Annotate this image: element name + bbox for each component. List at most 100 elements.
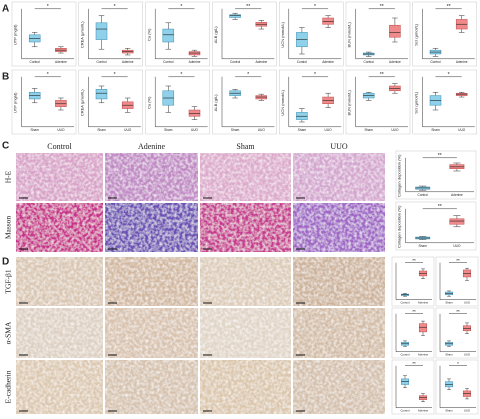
box bbox=[162, 28, 175, 43]
micrograph bbox=[16, 153, 103, 201]
y-axis-label: UTP (mg/d) bbox=[13, 92, 18, 113]
panel-label: B bbox=[2, 72, 9, 83]
y-axis-label: Collagen deposition (%) bbox=[397, 205, 402, 248]
significance: * bbox=[114, 72, 116, 78]
plot-frame bbox=[145, 69, 210, 135]
plot-frame bbox=[279, 69, 344, 135]
category-label: UUO bbox=[124, 128, 132, 132]
category-label: Adenine bbox=[122, 60, 134, 64]
y-axis-label: CREA (μmol/L) bbox=[79, 21, 84, 48]
category-label: Control bbox=[430, 60, 441, 64]
category-label: UUO bbox=[453, 244, 461, 248]
row-label: Masson bbox=[4, 216, 13, 240]
micrograph bbox=[293, 257, 385, 306]
significance: ** bbox=[412, 361, 416, 366]
significance: ** bbox=[438, 204, 442, 210]
row-label: E-cadherin bbox=[4, 370, 13, 403]
plot-frame bbox=[145, 1, 210, 67]
panel-label: D bbox=[2, 257, 9, 268]
plot-frame bbox=[345, 69, 411, 135]
category-label: Control bbox=[30, 60, 41, 64]
plot-frame bbox=[212, 1, 277, 67]
category-label: Control bbox=[364, 60, 375, 64]
significance: ** bbox=[456, 309, 460, 314]
category-label: Sham bbox=[445, 409, 453, 413]
significance: ** bbox=[438, 153, 442, 159]
y-axis-label: Ca (%) bbox=[146, 96, 151, 109]
significance: ** bbox=[447, 4, 451, 10]
y-axis-label: CREA (μmol/L) bbox=[79, 89, 84, 116]
micrograph bbox=[200, 257, 291, 306]
category-label: Control bbox=[230, 60, 241, 64]
panel-label: C bbox=[2, 141, 9, 152]
plot-frame bbox=[435, 256, 479, 307]
significance: * bbox=[114, 4, 116, 10]
plot-frame bbox=[391, 307, 435, 359]
category-label: Sham bbox=[365, 128, 374, 132]
micrograph bbox=[293, 153, 385, 201]
significance: * bbox=[180, 4, 182, 10]
micrograph bbox=[105, 203, 198, 252]
plot-frame bbox=[412, 1, 477, 67]
significance: ** bbox=[246, 4, 250, 10]
significance: ** bbox=[456, 258, 460, 263]
micrograph bbox=[16, 257, 103, 306]
column-header: Control bbox=[47, 142, 72, 151]
micrograph bbox=[200, 360, 291, 414]
significance: ** bbox=[380, 72, 384, 78]
box bbox=[95, 22, 108, 40]
category-label: Adenine bbox=[418, 409, 429, 413]
category-label: Sham bbox=[31, 128, 40, 132]
box bbox=[95, 89, 108, 100]
plot-frame bbox=[391, 256, 435, 307]
micrograph bbox=[200, 153, 291, 201]
plot-frame bbox=[395, 201, 477, 251]
y-axis-label: BUN (mmol/L) bbox=[347, 89, 352, 115]
category-label: Sham bbox=[164, 128, 173, 132]
category-label: Control bbox=[400, 409, 409, 413]
category-label: Adenine bbox=[255, 60, 267, 64]
y-axis-label: Scr (μmol/L) bbox=[413, 91, 418, 114]
significance: * bbox=[448, 72, 450, 78]
row-label: α-SMA bbox=[4, 321, 13, 344]
y-axis-label: Ca (%) bbox=[146, 28, 151, 41]
category-label: Control bbox=[418, 193, 429, 197]
plot-frame bbox=[391, 359, 435, 415]
y-axis-label: ALB (g/L) bbox=[213, 26, 218, 44]
plot-frame bbox=[435, 307, 479, 359]
plot-frame bbox=[395, 150, 477, 200]
category-label: UUO bbox=[458, 128, 466, 132]
significance: ** bbox=[380, 4, 384, 10]
category-label: Control bbox=[96, 60, 107, 64]
micrograph bbox=[105, 257, 198, 306]
micrograph bbox=[105, 153, 198, 201]
micrograph bbox=[16, 308, 103, 358]
plot-frame bbox=[78, 69, 144, 135]
box bbox=[229, 14, 241, 18]
box bbox=[418, 323, 428, 333]
category-label: Control bbox=[163, 60, 174, 64]
category-label: Adenine bbox=[456, 60, 468, 64]
category-label: UUO bbox=[258, 128, 266, 132]
micrograph bbox=[200, 203, 291, 252]
y-axis-label: Collagen deposition (%) bbox=[397, 154, 402, 197]
micrograph bbox=[293, 203, 385, 252]
significance: ** bbox=[412, 309, 416, 314]
plot-frame bbox=[345, 1, 411, 67]
significance: * bbox=[47, 4, 49, 10]
plot-frame bbox=[11, 1, 77, 67]
plot-frame bbox=[11, 69, 77, 135]
category-label: Control bbox=[297, 60, 308, 64]
category-label: Adenine bbox=[451, 193, 463, 197]
column-header: UUO bbox=[330, 142, 348, 151]
category-label: UUO bbox=[325, 128, 333, 132]
y-axis-label: Scr (μmol/L) bbox=[413, 23, 418, 46]
plot-frame bbox=[279, 1, 344, 67]
y-axis-label: BUN (mmol/L) bbox=[347, 21, 352, 47]
category-label: Sham bbox=[97, 128, 106, 132]
category-label: Adenine bbox=[418, 301, 429, 305]
micrograph bbox=[200, 308, 291, 358]
column-header: Sham bbox=[236, 142, 255, 151]
column-header: Adenine bbox=[138, 142, 166, 151]
category-label: Adenine bbox=[418, 353, 429, 357]
